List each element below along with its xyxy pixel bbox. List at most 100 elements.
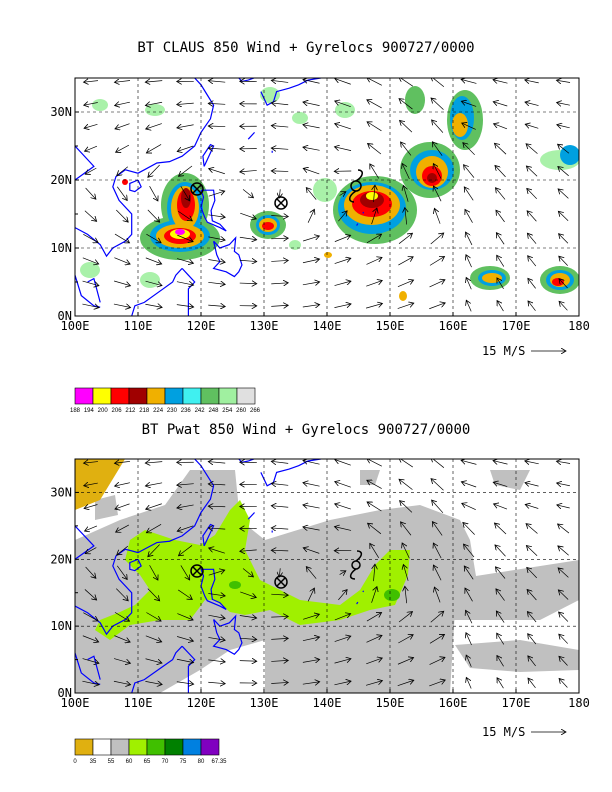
wind-arrow [335,460,351,466]
wind-arrow [114,233,130,243]
wind-arrow [558,189,569,199]
wind-arrow [146,612,161,622]
wind-arrow [558,568,569,578]
wind-arrow [528,256,537,267]
wind-arrow [334,614,351,621]
wind-arrow [242,568,253,576]
wind-arrow [431,78,445,87]
wind-arrow [398,612,412,623]
lon-tick-label: 120E [187,696,216,710]
wind-arrow [371,208,377,225]
wind-arrow [365,303,382,309]
colorbar-label: 194 [84,408,95,414]
wind-arrow [208,637,225,640]
wind-arrow [461,79,477,84]
colorbar-label: 65 [144,759,151,765]
wind-arrow [528,634,537,645]
wind-arrow [116,565,127,580]
wind-arrow [527,188,537,200]
wind-arrow [208,570,225,576]
wind-arrow [85,525,98,531]
wind-arrow [466,255,472,268]
colorbar-swatch [182,738,202,756]
wind-arrow [397,303,414,309]
wind-arrow [303,614,319,620]
wind-arrow [493,80,508,84]
wind-arrow [558,524,570,534]
wind-arrow [115,123,130,129]
wind-arrow [434,587,441,603]
wind-arrow [367,480,382,489]
wind-arrow [335,504,351,510]
wind-arrow [147,588,160,601]
wind-arrow [145,102,163,105]
wind-arrow [338,590,347,601]
wind-arrow [465,588,473,602]
wind-arrow [302,305,320,307]
wind-arrow [116,588,128,601]
wind-arrow [402,163,410,179]
wind-arrow [176,682,194,684]
wind-arrow [338,211,347,222]
wind-arrow [399,99,413,110]
wind-arrow [558,167,569,177]
bottom-scale-label: 15 M/S [482,725,525,739]
wind-arrow [303,483,320,487]
lon-tick-label: 130E [250,319,279,333]
wind-arrow [466,633,472,646]
wind-arrow [430,611,444,623]
wind-arrow [303,460,320,465]
wind-arrow [401,522,412,536]
wind-arrow [84,103,98,106]
wind-arrow [559,656,568,666]
top-map: 100E 110E 120E 130E 140E 150E 160E 170E 180 30N 20… [50,77,590,358]
bottom-coastline [75,459,365,693]
wind-arrow [399,479,413,490]
wind-arrow [461,482,477,488]
wind-arrow [148,544,160,556]
wind-arrow [466,300,472,312]
wind-arrow [116,186,127,201]
wind-arrow [83,234,98,242]
colorbar-label: 75 [180,759,187,765]
wind-arrow [208,191,225,197]
lon-tick-label: 150E [376,696,405,710]
wind-arrow [178,589,192,600]
wind-arrow [84,462,98,464]
colorbar-label: 224 [153,408,164,414]
wind-arrow [306,188,317,200]
wind-arrow [208,148,226,149]
wind-arrow [208,682,225,683]
wind-arrow [370,164,380,179]
wind-arrow [526,524,538,534]
wind-arrow [176,282,194,285]
wind-arrow [368,143,382,155]
wind-arrow [527,612,537,623]
top-scale-label: 15 M/S [482,344,525,358]
wind-arrow [271,171,289,172]
wind-arrow [145,462,163,463]
top-wind-vectors [82,78,571,312]
wind-arrow [176,636,193,642]
wind-arrow [465,209,473,223]
lon-tick-label: 170E [502,696,531,710]
wind-arrow [177,145,194,151]
wind-arrow [271,682,288,683]
wind-arrow [85,145,98,151]
wind-arrow [432,142,443,156]
wind-arrow [302,282,320,285]
wind-arrow [528,301,536,311]
wind-arrow [335,79,351,85]
wind-arrow [366,612,382,622]
colorbar-label: 200 [98,408,109,414]
lon-tick-label: 160E [439,319,468,333]
wind-arrow [558,590,569,600]
wind-arrow [496,611,505,623]
wind-arrow [429,657,445,665]
wind-arrow [466,677,472,689]
typhoon-symbol-icon [349,169,363,203]
wind-arrow [84,81,98,83]
top-gridlines [75,78,579,316]
wind-arrow [433,186,442,202]
